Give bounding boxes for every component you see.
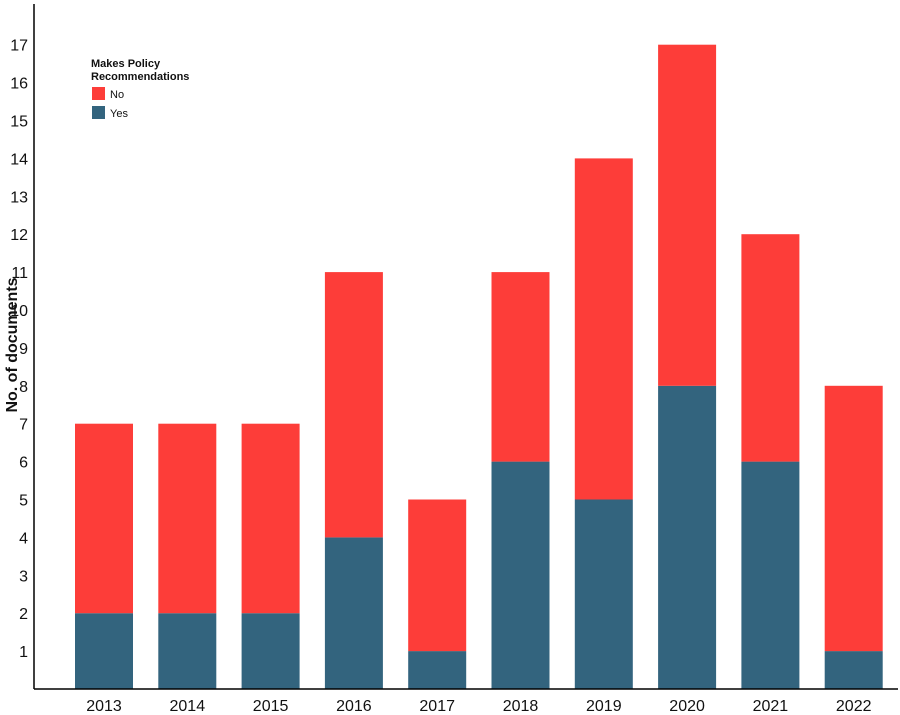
bar-yes-2022	[824, 651, 883, 689]
x-tick-label-2017: 2017	[419, 698, 455, 715]
bar-no-2017	[408, 499, 467, 652]
y-tick-label-1: 1	[19, 644, 28, 661]
y-tick-label-11: 11	[11, 265, 28, 282]
bar-no-2015	[241, 423, 300, 614]
bar-no-2018	[491, 272, 550, 462]
bars-layer	[75, 44, 883, 689]
x-tick-label-2015: 2015	[253, 698, 289, 715]
y-axis-title: No. of documents	[4, 277, 21, 412]
y-tick-label-4: 4	[19, 530, 28, 547]
bar-yes-2018	[491, 461, 550, 689]
y-tick-label-9: 9	[19, 341, 28, 358]
legend: Makes Policy Recommendations No Yes	[91, 58, 189, 120]
y-tick-label-16: 16	[10, 76, 28, 93]
legend-swatch-yes	[92, 106, 105, 119]
bar-yes-2017	[408, 651, 467, 689]
legend-label-no: No	[110, 89, 124, 101]
x-tick-label-2014: 2014	[170, 698, 206, 715]
y-tick-label-12: 12	[10, 227, 28, 244]
bar-yes-2019	[574, 499, 633, 689]
y-tick-label-3: 3	[19, 568, 28, 585]
bar-yes-2016	[324, 537, 383, 689]
y-tick-label-13: 13	[10, 189, 28, 206]
legend-label-yes: Yes	[110, 108, 128, 120]
x-axis-ticks: 2013 2014 2015 2016 2017 2018 2019 2020 2021 2022	[86, 698, 871, 715]
legend-swatch-no	[92, 87, 105, 100]
x-tick-label-2018: 2018	[503, 698, 539, 715]
y-tick-label-6: 6	[19, 455, 28, 472]
x-tick-label-2022: 2022	[836, 698, 872, 715]
bar-yes-2013	[75, 613, 133, 689]
y-tick-label-15: 15	[10, 114, 28, 131]
x-tick-label-2013: 2013	[86, 698, 122, 715]
legend-title-line-1: Makes Policy	[91, 58, 161, 70]
x-tick-label-2021: 2021	[753, 698, 789, 715]
bar-no-2019	[574, 158, 633, 500]
y-tick-label-8: 8	[19, 379, 28, 396]
y-tick-label-10: 10	[10, 303, 28, 320]
bar-no-2014	[158, 423, 217, 614]
y-tick-label-17: 17	[10, 38, 28, 55]
x-tick-label-2020: 2020	[669, 698, 705, 715]
y-tick-label-5: 5	[19, 493, 28, 510]
y-tick-label-7: 7	[19, 417, 28, 434]
bar-yes-2015	[241, 613, 300, 689]
bar-yes-2020	[658, 385, 717, 689]
bar-no-2016	[324, 272, 383, 538]
bar-no-2020	[658, 44, 717, 386]
legend-title-line-2: Recommendations	[91, 71, 189, 83]
x-tick-label-2016: 2016	[336, 698, 372, 715]
x-tick-label-2019: 2019	[586, 698, 622, 715]
y-tick-label-2: 2	[19, 606, 28, 623]
y-tick-label-14: 14	[10, 151, 28, 168]
bar-yes-2014	[158, 613, 217, 689]
bar-no-2013	[75, 423, 133, 614]
bar-no-2021	[741, 234, 800, 462]
bar-no-2022	[824, 385, 883, 652]
bar-yes-2021	[741, 461, 800, 689]
